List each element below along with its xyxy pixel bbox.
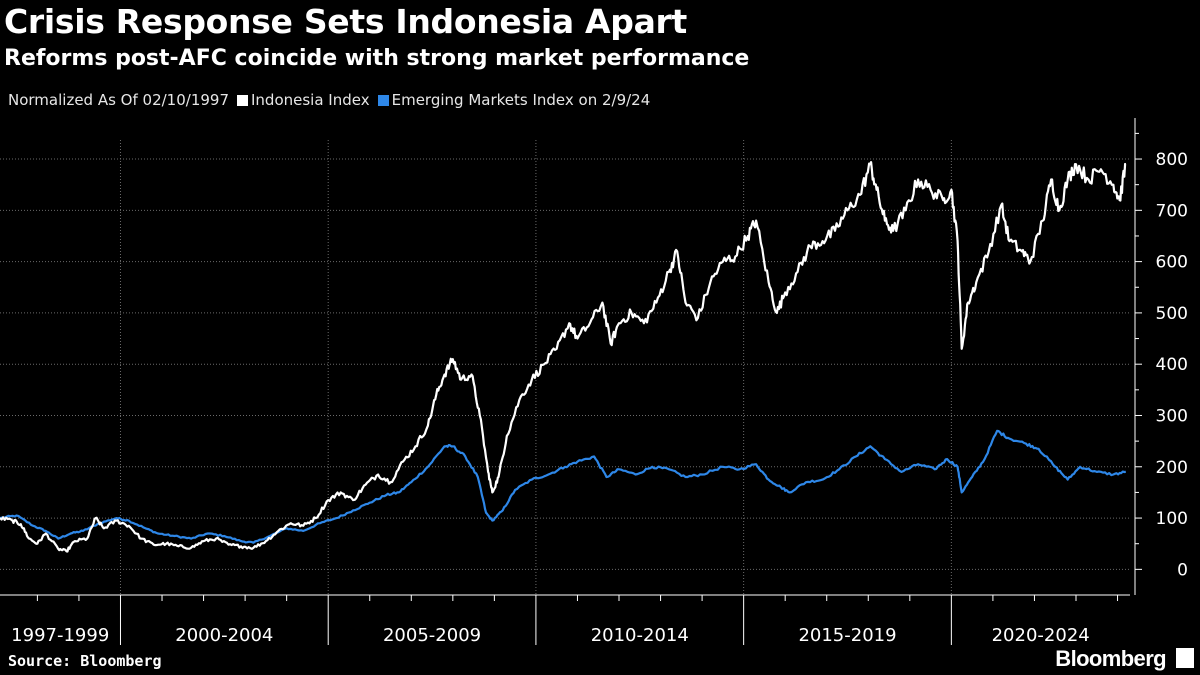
source-note: Source: Bloomberg: [8, 652, 162, 670]
legend-label-indonesia: Indonesia Index: [251, 91, 370, 109]
ytick-label-500: 500: [1156, 304, 1188, 324]
x-period-label-6: 2020-2024: [992, 625, 1090, 646]
x-period-label-5: 2015-2019: [798, 625, 896, 646]
x-period-label-4: 2010-2014: [591, 625, 689, 646]
legend-swatch-emerging-markets: [377, 94, 389, 106]
ytick-label-400: 400: [1156, 355, 1188, 375]
series-line-emerging-markets: [0, 429, 1126, 544]
x-axis: 1997-1999 2000-2004 2005-2009 2010-2014 2015…: [0, 594, 1130, 646]
ytick-label-0: 0: [1177, 560, 1188, 580]
ytick-label-800: 800: [1156, 150, 1188, 170]
ytick-label-700: 700: [1156, 201, 1188, 221]
legend-note: Normalized As Of 02/10/1997: [8, 91, 229, 109]
ytick-label-300: 300: [1156, 406, 1188, 426]
ytick-label-100: 100: [1156, 509, 1188, 529]
y-axis: 0 100 200 300 400 500 600 700 800: [1134, 118, 1188, 595]
x-period-label-2: 2000-2004: [175, 625, 273, 646]
series-lines: [0, 161, 1127, 553]
gridlines: [0, 140, 1130, 595]
legend: Normalized As Of 02/10/1997 Indonesia In…: [8, 91, 650, 109]
bloomberg-icon: [1176, 648, 1194, 668]
chart-title: Crisis Response Sets Indonesia Apart: [4, 2, 688, 41]
chart-subtitle: Reforms post-AFC coincide with strong ma…: [4, 46, 750, 71]
legend-label-emerging-markets: Emerging Markets Index on 2/9/24: [391, 91, 651, 109]
ytick-label-600: 600: [1156, 253, 1188, 273]
legend-swatch-indonesia: [237, 94, 248, 106]
x-period-label-3: 2005-2009: [383, 625, 481, 646]
series-line-indonesia: [0, 161, 1127, 553]
ytick-label-200: 200: [1156, 458, 1188, 478]
x-period-label-1: 1997-1999: [11, 625, 109, 646]
bloomberg-logo: Bloomberg: [1055, 646, 1166, 671]
